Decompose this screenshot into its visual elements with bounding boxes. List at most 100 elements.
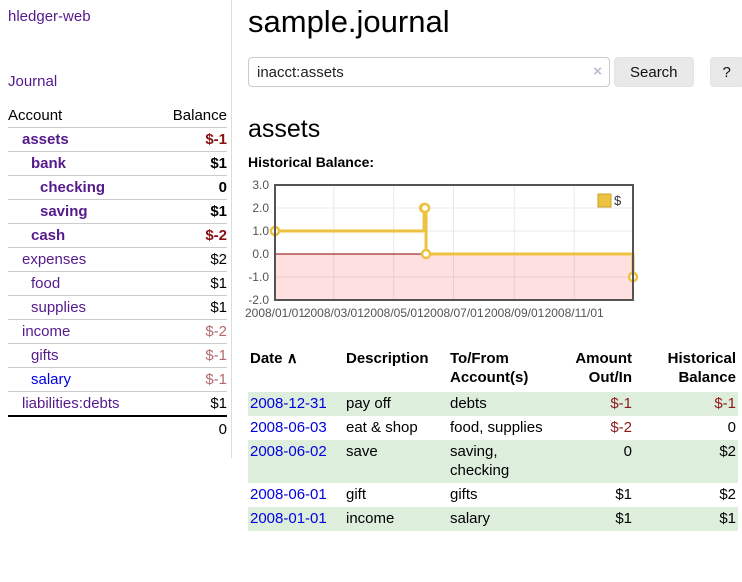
transaction-date-link[interactable]: 2008-06-02 — [250, 443, 327, 460]
transaction-accounts: salary — [450, 510, 491, 527]
transaction-amount: $-2 — [610, 419, 632, 436]
transaction-balance: $1 — [719, 510, 736, 527]
account-balance: $-2 — [205, 227, 227, 244]
account-link[interactable]: salary — [31, 371, 72, 388]
transaction-date-link[interactable]: 2008-06-03 — [250, 419, 327, 436]
account-row: bank $1 — [8, 151, 227, 176]
account-balance: $-1 — [205, 131, 227, 148]
register-row: 2008-01-01 income salary $1 $1 — [248, 507, 738, 531]
x-axis-tick-label: 2008/11/01 — [545, 306, 604, 320]
page-title: sample.journal — [248, 4, 450, 39]
accounts-total-row: 0 — [8, 416, 227, 442]
account-link[interactable]: supplies — [31, 299, 87, 316]
y-axis-tick-label: -1.0 — [248, 270, 269, 284]
account-link[interactable]: cash — [31, 227, 66, 244]
x-axis-tick-label: 2008/03/01 — [304, 306, 364, 320]
account-row: salary $-1 — [8, 367, 227, 392]
account-link[interactable]: expenses — [22, 251, 87, 268]
account-row: liabilities:debts $1 — [8, 391, 227, 417]
account-row: saving $1 — [8, 199, 227, 224]
register-row: 2008-06-03 eat & shop food, supplies $-2 0 — [248, 416, 738, 440]
legend-label: $ — [614, 193, 622, 208]
register-header-accounts: To/From Account(s) — [450, 350, 529, 386]
sidebar-item-journal[interactable]: Journal — [8, 73, 58, 90]
transaction-amount: 0 — [623, 443, 632, 460]
account-balance: $-1 — [205, 347, 227, 364]
account-link[interactable]: assets — [22, 131, 69, 148]
account-balance: $-1 — [205, 371, 227, 388]
accounts-header-balance: Balance — [172, 107, 227, 124]
account-balance: 0 — [218, 179, 227, 196]
transaction-accounts: saving, checking — [450, 443, 510, 479]
transaction-amount: $-1 — [610, 395, 632, 412]
account-row: cash $-2 — [8, 223, 227, 248]
account-row: expenses $2 — [8, 247, 227, 272]
plot-border — [274, 184, 634, 301]
account-row: assets $-1 — [8, 127, 227, 152]
search-bar: × Search ? — [248, 57, 742, 87]
legend-swatch — [597, 193, 612, 208]
x-axis-tick-label: 2008/09/01 — [484, 306, 544, 320]
brand-link[interactable]: hledger-web — [8, 8, 91, 25]
chart-title: Historical Balance: — [248, 154, 375, 170]
account-row: supplies $1 — [8, 295, 227, 320]
account-link[interactable]: gifts — [31, 347, 59, 364]
account-row: income $-2 — [8, 319, 227, 344]
account-link[interactable]: checking — [40, 179, 106, 196]
transaction-description: save — [346, 443, 378, 460]
account-link[interactable]: saving — [40, 203, 88, 220]
account-link[interactable]: food — [31, 275, 61, 292]
account-row: checking 0 — [8, 175, 227, 200]
transaction-balance: 0 — [727, 419, 736, 436]
account-row: gifts $-1 — [8, 343, 227, 368]
register-table: Date ∧ Description To/From Account(s) Am… — [248, 347, 738, 531]
data-point-marker — [420, 248, 432, 260]
transaction-description: eat & shop — [346, 419, 418, 436]
historical-balance-chart: 3.0 2.0 1.0 0.0 -1.0 -2.02008/01/012008/03/01… — [245, 178, 639, 320]
clear-search-icon[interactable]: × — [593, 63, 602, 80]
transaction-balance: $2 — [719, 486, 736, 503]
account-link[interactable]: income — [22, 323, 71, 340]
account-link[interactable]: liabilities:debts — [22, 395, 120, 412]
transaction-date-link[interactable]: 2008-12-31 — [250, 395, 327, 412]
account-link[interactable]: bank — [31, 155, 67, 172]
accounts-header-account: Account — [8, 107, 63, 124]
help-button[interactable]: ? — [709, 57, 742, 87]
y-axis-tick-label: 3.0 — [252, 178, 269, 192]
transaction-description: pay off — [346, 395, 391, 412]
account-balance: $1 — [210, 275, 227, 292]
register-header-date-label: Date — [250, 350, 283, 367]
sort-ascending-icon: ∧ — [286, 350, 298, 367]
negative-region — [275, 254, 633, 300]
register-row: 2008-06-02 save saving, checking 0 $2 — [248, 440, 738, 483]
account-balance: $1 — [210, 203, 227, 220]
search-input-wrap: × — [248, 57, 610, 87]
accounts-table: Account Balance assets $-1 bank $1 checking 0… — [8, 104, 227, 442]
transaction-accounts: debts — [450, 395, 487, 412]
search-button[interactable]: Search — [614, 57, 694, 87]
transaction-description: gift — [346, 486, 367, 503]
account-balance: $2 — [210, 251, 227, 268]
register-header-date[interactable]: Date ∧ — [248, 347, 344, 392]
x-axis-tick-label: 2008/07/01 — [423, 306, 483, 320]
transaction-amount: $1 — [615, 510, 632, 527]
register-header-row: Date ∧ Description To/From Account(s) Am… — [248, 347, 738, 392]
account-row: food $1 — [8, 271, 227, 296]
account-balance: $1 — [210, 155, 227, 172]
accounts-total-value: 0 — [218, 421, 227, 438]
transaction-accounts: gifts — [450, 486, 478, 503]
account-balance: $-2 — [205, 323, 227, 340]
register-header-amount: Amount Out/In — [575, 350, 632, 386]
transaction-date-link[interactable]: 2008-01-01 — [250, 510, 327, 527]
accounts-header-row: Account Balance — [8, 104, 227, 128]
account-page-title: assets — [248, 115, 321, 143]
transaction-amount: $1 — [615, 486, 632, 503]
transaction-date-link[interactable]: 2008-06-01 — [250, 486, 327, 503]
y-axis-tick-label: -2.0 — [248, 293, 269, 307]
data-point-marker — [419, 202, 431, 214]
search-input[interactable] — [248, 57, 610, 87]
transaction-accounts: food, supplies — [450, 419, 543, 436]
x-axis-tick-label: 2008/05/01 — [364, 306, 424, 320]
register-row: 2008-12-31 pay off debts $-1 $-1 — [248, 392, 738, 416]
y-axis-tick-label: 1.0 — [252, 224, 269, 238]
